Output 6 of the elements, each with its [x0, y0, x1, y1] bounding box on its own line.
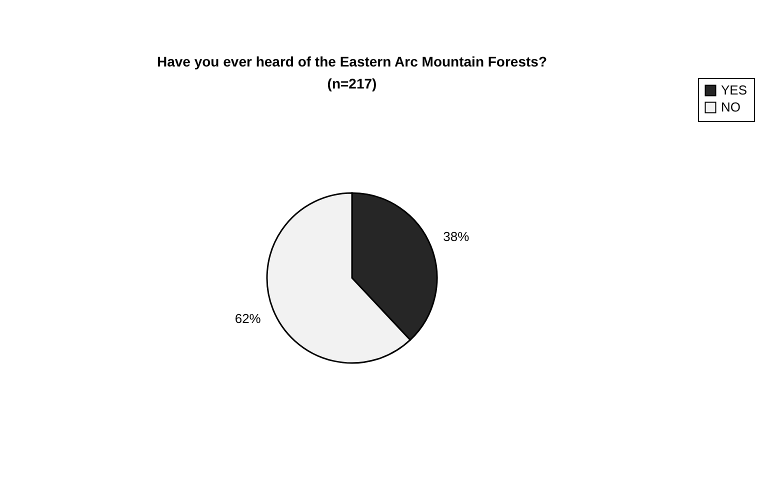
legend-label: YES — [721, 82, 748, 98]
chart-subtitle: (n=217) — [327, 76, 377, 92]
chart-title: Have you ever heard of the Eastern Arc Mountain Forests? — [156, 54, 548, 70]
data-label: 38% — [443, 228, 470, 244]
data-label: 62% — [234, 311, 262, 326]
legend-label: NO — [721, 100, 740, 114]
